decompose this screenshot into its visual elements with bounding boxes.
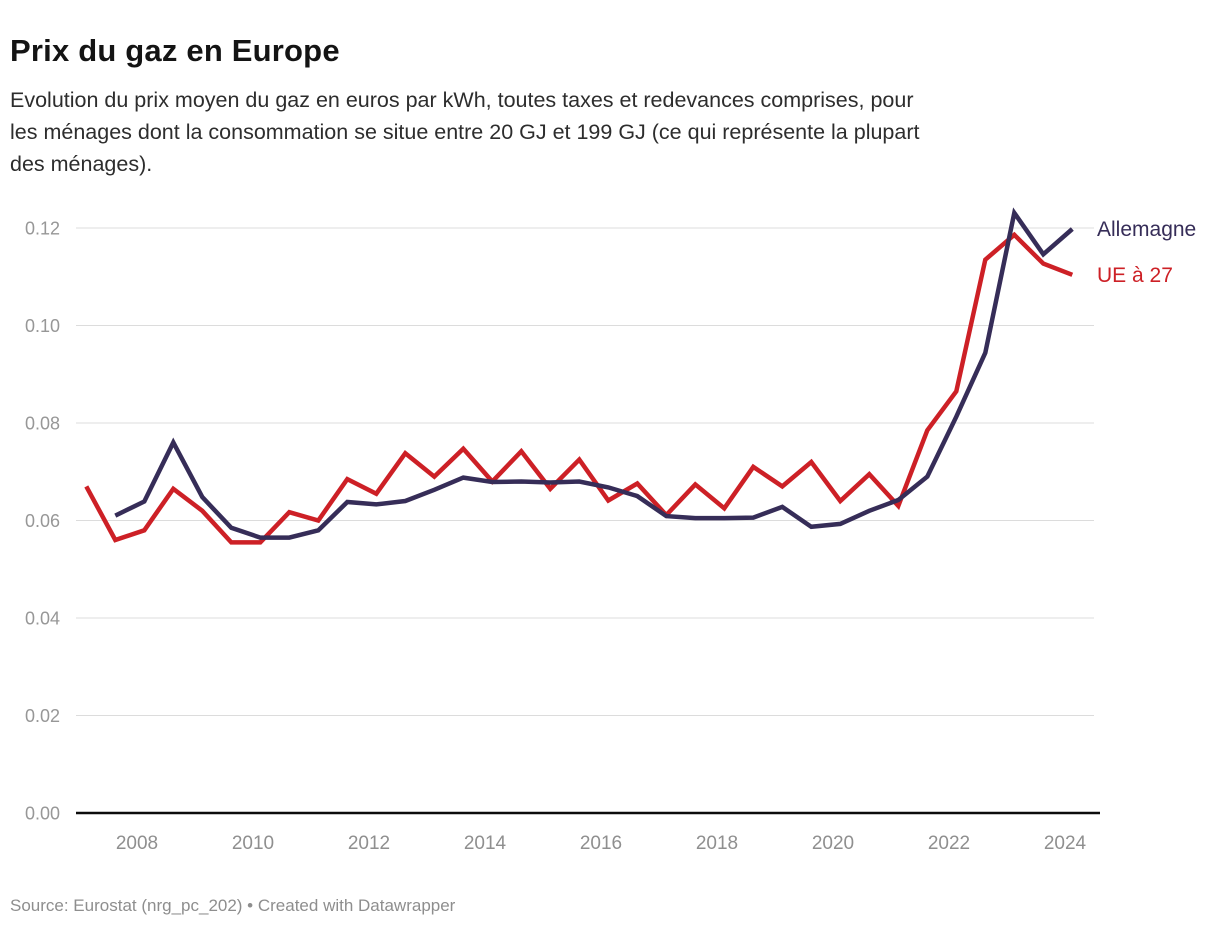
y-tick-label-0.08: 0.08 (25, 414, 60, 434)
x-tick-label-2018: 2018 (696, 833, 738, 854)
chart-title: Prix du gaz en Europe (10, 32, 340, 68)
x-tick-label-2014: 2014 (464, 833, 507, 854)
x-tick-label-2012: 2012 (348, 833, 390, 854)
y-tick-label-0.10: 0.10 (25, 316, 60, 336)
x-tick-label-2020: 2020 (812, 833, 854, 854)
y-tick-label-0.12: 0.12 (25, 219, 60, 239)
series-label-allemagne: Allemagne (1097, 218, 1196, 241)
series-line-allemagne[interactable] (114, 207, 1074, 540)
series-label-ue-27: UE à 27 (1097, 264, 1173, 287)
chart-subtitle: Evolution du prix moyen du gaz en euros … (10, 84, 1200, 180)
x-tick-label-2010: 2010 (232, 833, 274, 854)
y-tick-label-0.06: 0.06 (25, 511, 60, 531)
x-tick-label-2022: 2022 (928, 833, 970, 854)
series-line-ue-27[interactable] (84, 231, 1074, 545)
y-tick-label-0.00: 0.00 (25, 804, 60, 824)
subtitle-line-2: les ménages dont la consommation se situ… (10, 120, 920, 144)
x-tick-label-2016: 2016 (580, 833, 622, 854)
y-tick-label-0.04: 0.04 (25, 609, 60, 629)
source-attribution: Source: Eurostat (nrg_pc_202) • Created … (10, 896, 456, 915)
x-tick-label-2008: 2008 (116, 833, 158, 854)
subtitle-line-3: des ménages). (10, 152, 153, 176)
subtitle-line-1: Evolution du prix moyen du gaz en euros … (10, 88, 914, 112)
x-tick-label-2024: 2024 (1044, 833, 1087, 854)
y-tick-label-0.02: 0.02 (25, 706, 60, 726)
